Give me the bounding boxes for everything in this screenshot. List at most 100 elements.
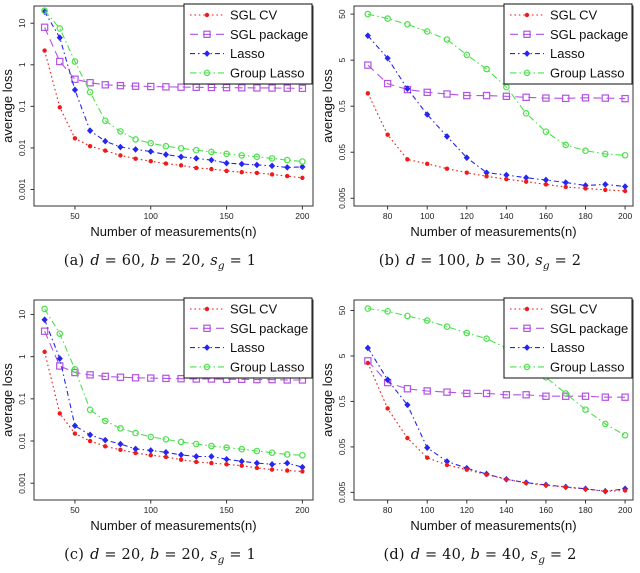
caption-segment: = 40, [480,547,531,563]
marker-open-square [86,79,94,87]
legend: SGL CV SGL package Lasso Group Lasso [503,297,633,379]
series-line [367,347,626,492]
marker-open-circle [41,7,48,15]
marker-filled-diamond [147,447,154,454]
marker-filled-circle [148,158,153,164]
series-lasso [364,32,629,190]
marker-filled-circle [365,360,371,366]
marker-open-square [116,373,125,381]
marker-filled-diamond [41,8,48,15]
legend: SGL CV SGL package Lasso Group Lasso [183,3,313,85]
marker-open-circle [522,110,530,117]
x-tick-label: 160 [539,505,553,515]
marker-filled-circle [563,184,568,190]
marker-open-square [542,392,550,400]
marker-open-circle [253,447,261,455]
caption-segment: b [475,253,485,269]
y-tick-label: 5 [337,353,347,358]
marker-open-circle [542,128,550,135]
marker-open-circle [117,128,124,135]
marker-open-square [502,391,511,399]
marker-open-circle [71,366,79,373]
legend-label: SGL package [230,27,308,42]
marker-filled-diamond [162,151,170,158]
caption-segment: = 1 [224,253,257,269]
caption-c: (c) d = 20, b = 20, sg = 1 [0,547,320,565]
marker-open-square [56,57,64,66]
axes: 50 100 150 200 0.001 0.01 0.1 1 10 average loss Nu… [0,299,314,533]
marker-filled-circle [194,459,199,465]
marker-open-square [542,94,550,102]
x-tick-label: 160 [539,211,553,221]
legend-label: SGL CV [230,302,278,317]
marker-filled-diamond [41,316,48,324]
marker-open-circle [101,417,109,425]
marker-filled-diamond [542,176,550,184]
marker-open-circle [203,363,211,371]
marker-filled-circle [224,168,229,174]
y-tick-label: 10 [17,18,27,28]
marker-open-circle [283,156,291,164]
marker-filled-diamond [404,85,411,92]
marker-open-circle [364,10,372,18]
marker-filled-diamond [147,148,154,155]
caption-d-tag: (d) [383,547,405,563]
marker-filled-diamond [424,111,431,118]
y-axis-label: average loss [0,69,15,143]
y-tick-label: 50 [337,9,347,19]
marker-filled-circle [87,438,93,444]
marker-filled-diamond [162,449,170,456]
legend-label: Group Lasso [230,65,304,80]
marker-filled-diamond [424,444,431,452]
series-lasso [41,8,306,171]
marker-filled-circle [622,188,628,194]
x-tick-label: 50 [70,505,80,515]
caption-segment: = 20, [159,547,210,563]
series-layer [364,305,629,495]
axes: 80 100 120 140 160 180 200 0.005 0.05 0.5 5 50 avera… [320,299,634,533]
y-tick-label: 0.1 [17,393,27,405]
x-tick-label: 140 [499,211,513,221]
marker-filled-diamond [71,422,79,430]
marker-open-circle [238,152,246,159]
marker-open-circle [283,451,291,458]
marker-filled-circle [118,153,123,158]
caption-segment: d [90,253,100,269]
marker-open-circle [56,330,64,337]
caption-segment: g [542,259,550,272]
x-tick-label: 150 [219,211,233,221]
marker-open-square [403,385,412,393]
marker-open-square [40,327,49,335]
marker-open-circle [56,25,64,32]
marker-open-square [581,94,590,102]
legend-label: SGL package [550,321,628,336]
series-lasso [41,316,306,471]
series-group-lasso [364,10,629,159]
marker-filled-circle [484,472,489,477]
marker-open-square [177,83,185,91]
series-line [367,35,626,188]
marker-open-circle [192,146,200,154]
panel-c: 50 100 150 200 0.001 0.01 0.1 1 10 average loss Nu… [0,285,320,573]
marker-filled-diamond [503,171,510,179]
marker-filled-circle [239,170,244,175]
y-axis-label: average loss [320,69,335,143]
marker-open-circle [443,36,451,43]
marker-filled-circle [603,489,608,494]
caption-segment: = 20, [159,253,211,269]
caption-segment: d [90,547,100,563]
chart-a: 50 100 150 200 0.001 0.01 0.1 1 10 average loss Nu… [0,3,314,239]
marker-filled-diamond [87,127,94,134]
marker-filled-diamond [208,156,215,164]
series-sgl-cv [365,360,628,494]
series-sgl-cv [42,349,305,474]
marker-open-circle [238,445,246,453]
y-tick-label: 50 [337,305,347,315]
legend-label: Group Lasso [230,359,304,374]
marker-filled-circle [72,431,78,436]
marker-filled-circle [204,306,210,312]
marker-open-square [162,83,170,91]
x-tick-label: 200 [295,505,309,515]
caption-b: (b) d = 100, b = 30, sg = 2 [320,253,640,272]
marker-open-circle [208,148,215,156]
